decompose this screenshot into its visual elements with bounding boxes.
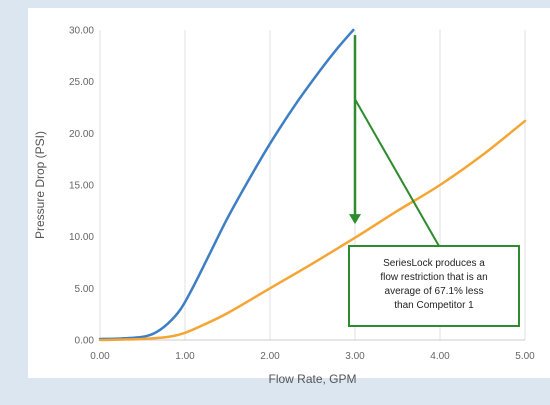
- x-tick-label: 4.00: [430, 351, 450, 362]
- callout-box: [348, 245, 520, 327]
- x-tick-label: 3.00: [345, 351, 365, 362]
- x-tick-label: 0.00: [90, 351, 110, 362]
- y-axis-title: Pressure Drop (PSI): [33, 131, 47, 239]
- y-tick-label: 30.00: [69, 26, 94, 37]
- x-tick-label: 5.00: [515, 351, 535, 362]
- y-tick-label: 20.00: [69, 129, 94, 140]
- y-tick-label: 10.00: [69, 232, 94, 243]
- callout-text-line: than Competitor 1: [394, 300, 474, 311]
- callout-pointer-line: [354, 98, 446, 256]
- callout-text-line: SeriesLock produces a: [383, 258, 485, 269]
- callout-text-line: average of 67.1% less: [385, 286, 484, 297]
- series-line-2: [98, 119, 527, 342]
- x-axis-title: Flow Rate, GPM: [268, 372, 356, 386]
- callout-text-line: flow restriction that is an: [380, 272, 487, 283]
- down-arrow-head: [349, 214, 361, 225]
- y-tick-label: 5.00: [75, 284, 95, 295]
- series-line-1: [98, 28, 355, 341]
- y-tick-label: 0.00: [75, 336, 95, 347]
- x-tick-label: 2.00: [260, 351, 280, 362]
- x-tick-label: 1.00: [175, 351, 195, 362]
- y-tick-label: 15.00: [69, 181, 94, 192]
- x-tick-labels: 0.00 1.00 2.00 3.00 4.00 5.00: [90, 351, 535, 362]
- y-tick-labels: 0.00 5.00 10.00 15.00 20.00 25.00 30.00: [69, 26, 94, 347]
- y-tick-label: 25.00: [69, 77, 94, 88]
- annotations: SeriesLock produces a flow restriction th…: [348, 35, 520, 327]
- series-lines: [98, 28, 527, 342]
